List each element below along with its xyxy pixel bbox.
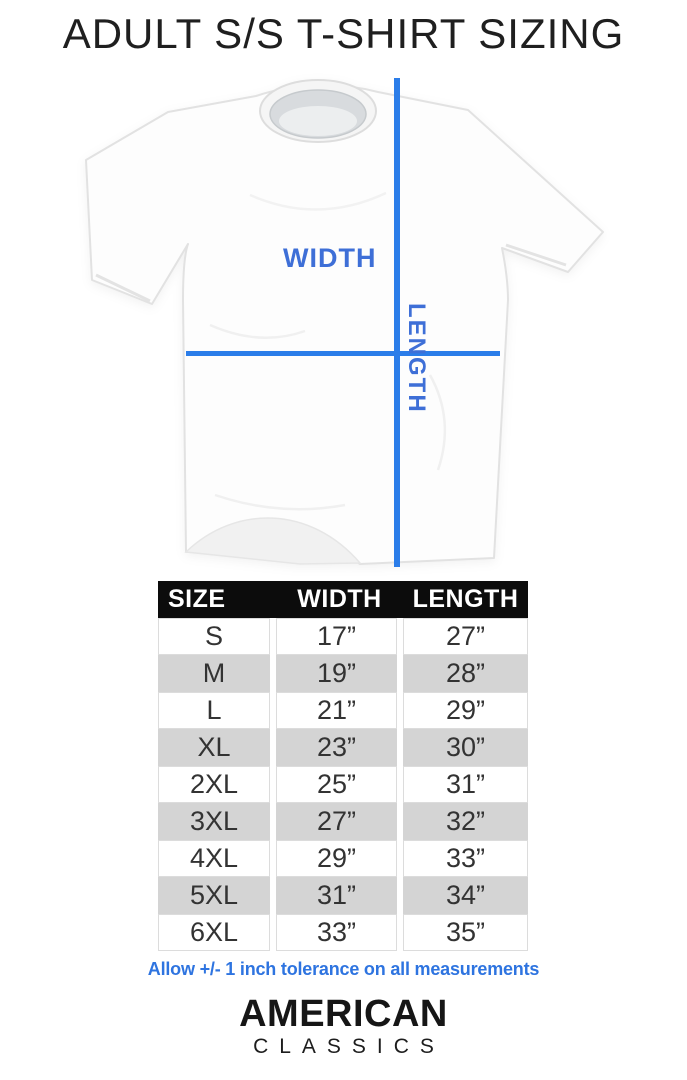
table-cell: 27” <box>276 803 397 840</box>
table-cell: 29” <box>403 692 528 729</box>
table-cell: 4XL <box>158 840 270 877</box>
table-row: 3XL 27” 32” <box>158 803 528 840</box>
table-cell: 29” <box>276 840 397 877</box>
length-label: LENGTH <box>403 303 430 414</box>
length-measure-line <box>394 78 400 567</box>
table-cell: S <box>158 618 270 655</box>
table-row: XL 23” 30” <box>158 729 528 766</box>
table-cell: 6XL <box>158 914 270 951</box>
size-table-header: SIZE WIDTH LENGTH <box>158 581 528 618</box>
tolerance-note: Allow +/- 1 inch tolerance on all measur… <box>147 959 540 979</box>
table-row: L 21” 29” <box>158 692 528 729</box>
table-row: M 19” 28” <box>158 655 528 692</box>
table-cell: 3XL <box>158 803 270 840</box>
table-cell: 34” <box>403 877 528 914</box>
brand-name: AMERICAN <box>239 993 448 1035</box>
table-cell: 35” <box>403 914 528 951</box>
table-cell: 17” <box>276 618 397 655</box>
table-cell: 31” <box>403 766 528 803</box>
page-title: ADULT S/S T-SHIRT SIZING <box>62 10 625 57</box>
table-cell: 33” <box>276 914 397 951</box>
header-size: SIZE <box>168 585 226 613</box>
header-length: LENGTH <box>412 585 519 613</box>
table-cell: 32” <box>403 803 528 840</box>
table-row: 5XL 31” 34” <box>158 877 528 914</box>
width-label: WIDTH <box>283 243 377 273</box>
size-table-body: S 17” 27” M 19” 28” L 21” 29” XL 23” 30” 2XL 25” 31” 3X… <box>158 618 528 951</box>
table-cell: 5XL <box>158 877 270 914</box>
tshirt-graphic <box>85 79 604 565</box>
width-measure-line <box>186 351 500 356</box>
table-row: S 17” 27” <box>158 618 528 655</box>
table-row: 2XL 25” 31” <box>158 766 528 803</box>
brand-logo: AMERICAN CLASSICS <box>0 995 687 1059</box>
table-cell: 25” <box>276 766 397 803</box>
tshirt-diagram: WIDTH LENGTH <box>0 75 687 575</box>
table-cell: 28” <box>403 655 528 692</box>
size-table: SIZE WIDTH LENGTH S 17” 27” M 19” 28” L 21” 29” X… <box>158 581 528 951</box>
table-row: 4XL 29” 33” <box>158 840 528 877</box>
table-cell: M <box>158 655 270 692</box>
table-cell: 2XL <box>158 766 270 803</box>
table-cell: 19” <box>276 655 397 692</box>
table-cell: L <box>158 692 270 729</box>
table-cell: 21” <box>276 692 397 729</box>
table-cell: 33” <box>403 840 528 877</box>
table-cell: 31” <box>276 877 397 914</box>
header-width: WIDTH <box>297 585 382 613</box>
table-row: 6XL 33” 35” <box>158 914 528 951</box>
table-cell: XL <box>158 729 270 766</box>
brand-subname: CLASSICS <box>253 1035 445 1058</box>
table-cell: 27” <box>403 618 528 655</box>
table-cell: 30” <box>403 729 528 766</box>
table-cell: 23” <box>276 729 397 766</box>
